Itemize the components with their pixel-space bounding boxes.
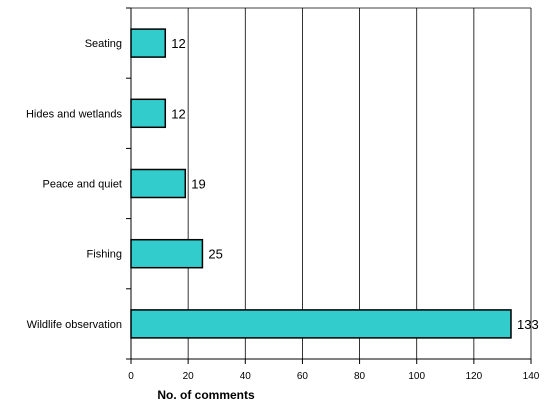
bar [130, 168, 187, 199]
bar [130, 28, 167, 58]
data-label: 12 [171, 106, 185, 121]
x-tick-label: 40 [240, 371, 252, 382]
x-tick-label: 120 [466, 371, 483, 382]
gridlines [187, 8, 532, 359]
category-label: Peace and quiet [42, 179, 122, 191]
labels: 0 20 40 60 80 100 120 140 Seating 12 Hides and wet… [26, 36, 540, 382]
data-label: 25 [208, 247, 222, 262]
bars [130, 28, 512, 339]
bar [130, 238, 204, 269]
data-label: 133 [517, 317, 539, 332]
data-label: 12 [171, 36, 185, 51]
category-label: Seating [85, 38, 122, 50]
category-label: Fishing [87, 249, 122, 261]
x-tick-label: 20 [183, 371, 195, 382]
bar [130, 309, 512, 339]
x-axis-title: No. of comments [157, 388, 255, 402]
x-tick-label: 0 [128, 371, 134, 382]
x-tick-label: 140 [523, 371, 540, 382]
category-label: Hides and wetlands [26, 108, 123, 120]
category-label: Wildlife observation [27, 319, 122, 331]
x-tick-label: 60 [297, 371, 309, 382]
bar [130, 98, 167, 129]
x-tick-label: 100 [408, 371, 425, 382]
x-tick-label: 80 [354, 371, 366, 382]
data-label: 19 [191, 177, 205, 192]
